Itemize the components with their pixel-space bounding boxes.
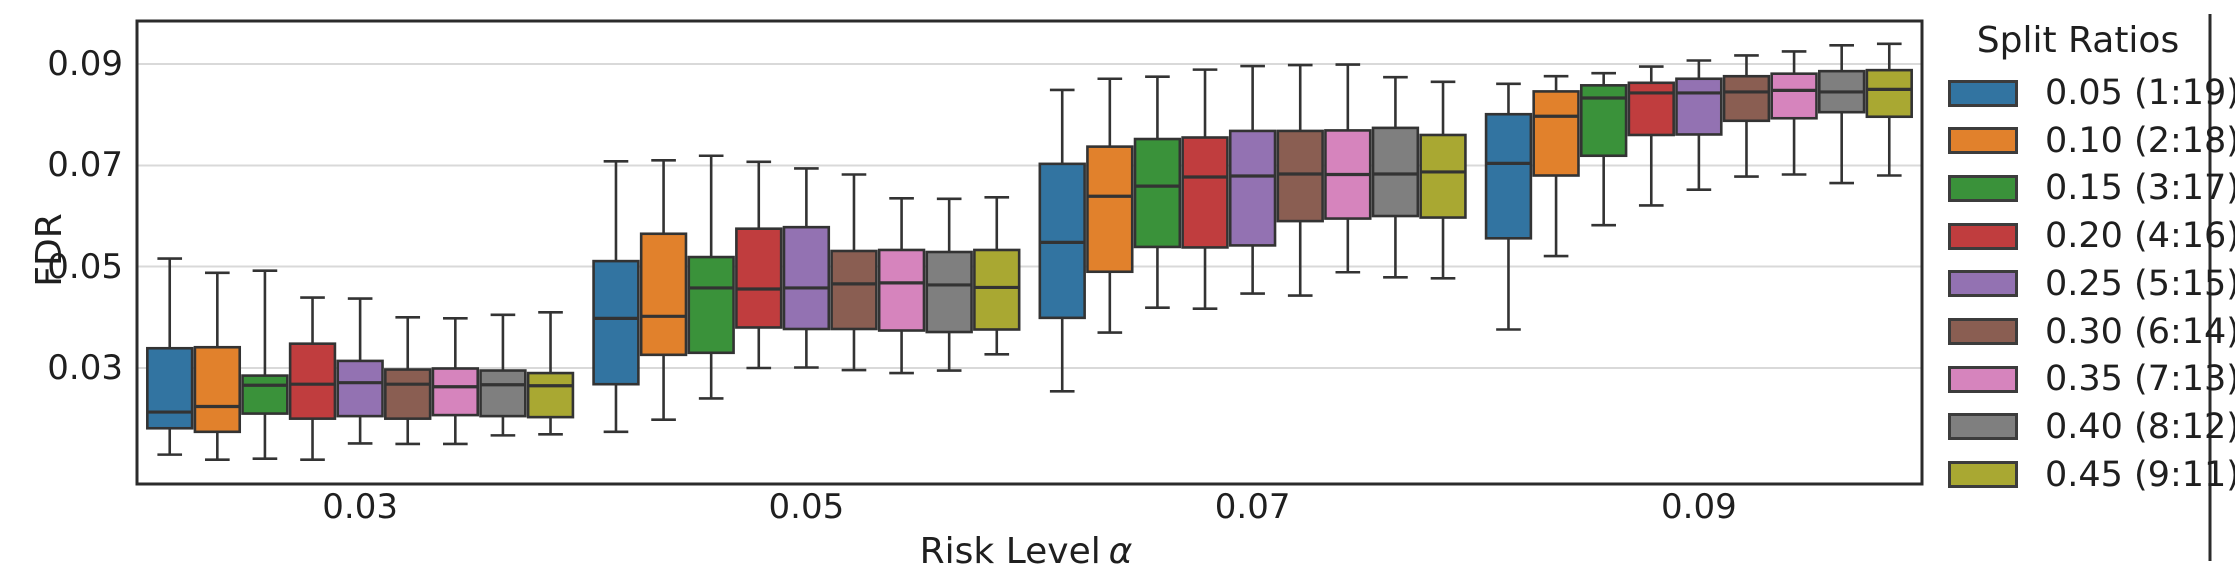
legend-swatch-icon [1948, 222, 2018, 250]
box-0.15-alpha-0.07 [1133, 137, 1182, 249]
box-0.10-alpha-0.03 [193, 345, 242, 434]
legend-entry: 0.35 (7:13) [1948, 359, 2235, 400]
legend-swatch-icon [1948, 174, 2018, 202]
legend-entry-label: 0.05 (1:19) [2045, 73, 2235, 113]
box-0.05-alpha-0.09 [1484, 112, 1533, 240]
y-tick-label: 0.09 [47, 44, 123, 85]
box-0.30-alpha-0.05 [830, 249, 878, 331]
box-0.25-alpha-0.03 [336, 359, 384, 418]
legend-entry-label: 0.45 (9:11) [2045, 454, 2235, 495]
x-axis-label: Risk Level α [846, 530, 1206, 574]
legend-entry-label: 0.10 (2:18) [2045, 120, 2235, 161]
box-0.15-alpha-0.05 [687, 255, 735, 355]
y-tick-label: 0.03 [47, 347, 123, 388]
legend-entry: 0.25 (5:15) [1948, 263, 2235, 304]
box-0.25-alpha-0.09 [1675, 77, 1723, 136]
legend-entry: 0.40 (8:12) [1948, 406, 2235, 447]
box-0.15-alpha-0.03 [241, 374, 289, 415]
box-0.20-alpha-0.05 [735, 227, 783, 329]
legend-entry-label: 0.40 (8:12) [2045, 406, 2235, 447]
x-tick-label: 0.09 [1661, 487, 1737, 527]
box-0.05-alpha-0.05 [592, 259, 640, 386]
box-0.45-alpha-0.03 [526, 371, 575, 419]
box-0.20-alpha-0.07 [1181, 136, 1229, 249]
box-0.35-alpha-0.09 [1770, 72, 1818, 120]
box-0.35-alpha-0.03 [431, 367, 480, 417]
legend-title: Split Ratios [1976, 20, 2180, 61]
box-0.15-alpha-0.09 [1579, 84, 1628, 158]
y-axis-label: FDR [29, 213, 70, 287]
box-0.35-alpha-0.05 [877, 248, 926, 332]
box-0.10-alpha-0.07 [1086, 145, 1134, 274]
legend-swatch-icon [1948, 270, 2018, 298]
x-axis-label-alpha-symbol: α [1108, 531, 1133, 572]
box-0.20-alpha-0.03 [288, 342, 337, 420]
box-0.30-alpha-0.07 [1276, 129, 1324, 223]
box-0.05-alpha-0.03 [146, 346, 194, 430]
box-0.10-alpha-0.09 [1532, 90, 1580, 177]
legend-entry-label: 0.25 (5:15) [2045, 263, 2235, 304]
legend-entry-label: 0.20 (4:16) [2045, 216, 2235, 257]
box-0.30-alpha-0.09 [1722, 74, 1771, 123]
legend-entry: 0.20 (4:16) [1948, 216, 2235, 257]
legend-entry: 0.45 (9:11) [1948, 454, 2235, 495]
legend-entry-label: 0.35 (7:13) [2045, 359, 2235, 400]
x-tick-label: 0.05 [768, 487, 845, 527]
box-0.10-alpha-0.05 [639, 232, 688, 357]
legend-swatch-icon [1948, 461, 2018, 489]
legend-swatch-icon [1948, 413, 2018, 441]
legend-entry: 0.05 (1:19) [1948, 73, 2235, 113]
plot-border [135, 19, 1924, 486]
legend-entry-label: 0.15 (3:17) [2045, 168, 2235, 209]
box-0.40-alpha-0.03 [479, 369, 527, 418]
legend-entry: 0.30 (6:14) [1948, 311, 2235, 352]
box-0.25-alpha-0.07 [1228, 129, 1277, 247]
y-tick-label: 0.05 [47, 246, 123, 287]
legend-entry-label: 0.30 (6:14) [2045, 311, 2235, 352]
box-0.45-alpha-0.05 [973, 248, 1021, 331]
x-tick-label: 0.03 [322, 487, 398, 527]
legend-swatch-icon [1948, 79, 2018, 107]
x-axis-label-text: Risk Level [919, 531, 1101, 572]
y-tick-label: 0.07 [47, 145, 123, 186]
box-0.45-alpha-0.09 [1865, 68, 1913, 119]
box-0.25-alpha-0.05 [782, 225, 831, 331]
x-tick-label: 0.07 [1214, 487, 1291, 527]
box-0.40-alpha-0.07 [1371, 126, 1420, 218]
box-0.45-alpha-0.07 [1419, 133, 1467, 219]
box-0.30-alpha-0.03 [384, 368, 432, 420]
legend-swatch-icon [1948, 318, 2018, 345]
legend-swatch-icon [1948, 127, 2018, 155]
legend-entry: 0.10 (2:18) [1948, 120, 2235, 161]
legend-entry: 0.15 (3:17) [1948, 168, 2235, 209]
box-0.40-alpha-0.05 [925, 250, 973, 334]
legend-swatch-icon [1948, 365, 2018, 393]
box-0.20-alpha-0.09 [1627, 81, 1675, 137]
